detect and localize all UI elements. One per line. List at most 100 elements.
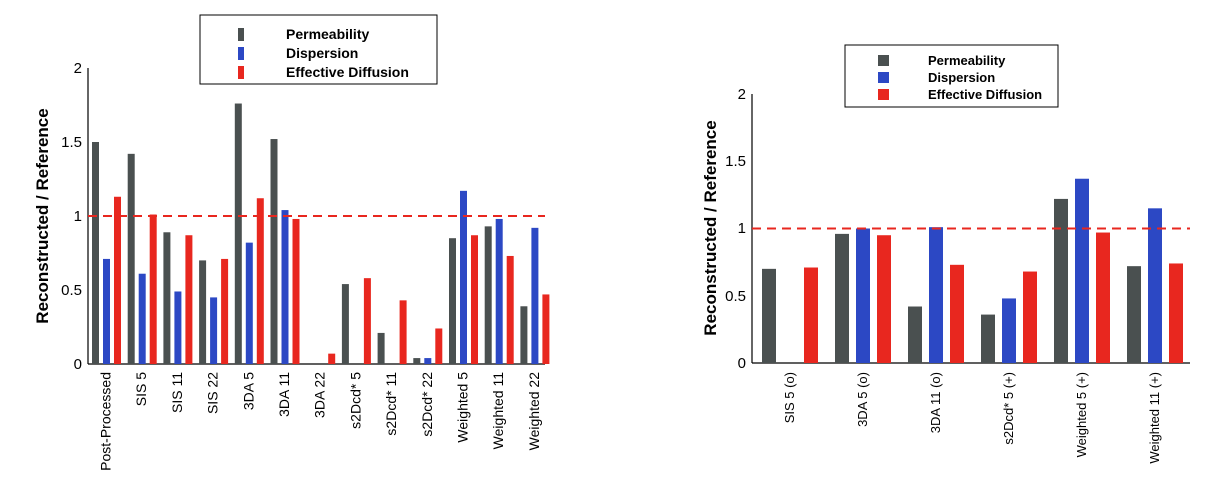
category-label: 3DA 5 xyxy=(240,372,256,410)
category-label: Weighted 5 xyxy=(455,372,471,443)
bar-permeability xyxy=(1127,266,1141,363)
bar-effective-diffusion xyxy=(292,218,300,364)
bar-effective-diffusion xyxy=(1169,263,1183,363)
bar-effective-diffusion xyxy=(149,214,157,364)
bar-permeability xyxy=(377,332,385,364)
left-legend-swatch-effective-diffusion xyxy=(238,66,244,79)
bar-dispersion xyxy=(103,258,110,364)
left-y-tick-label: 1.5 xyxy=(61,134,82,151)
category-label: Weighted 5 (+) xyxy=(1074,372,1089,457)
bar-effective-diffusion xyxy=(185,235,193,364)
category-label: 3DA 11 xyxy=(276,372,292,417)
left-bars xyxy=(92,103,550,365)
right-y-tick-label: 1 xyxy=(738,220,746,237)
bar-effective-diffusion xyxy=(114,196,121,364)
bar-dispersion xyxy=(531,227,539,364)
bar-permeability xyxy=(520,306,528,364)
left-category-labels: Post-Processed SIS 5 SIS 11 SIS 22 3DA 5 3DA … xyxy=(98,372,542,471)
bar-dispersion xyxy=(174,291,182,364)
left-y-tick-label: 0 xyxy=(74,356,82,373)
right-legend-label-effective-diffusion: Effective Diffusion xyxy=(928,87,1042,102)
category-label: s2Dcd* 11 xyxy=(383,372,399,436)
left-legend-swatch-permeability xyxy=(238,28,244,41)
bar-effective-diffusion xyxy=(399,300,407,364)
bar-dispersion xyxy=(856,228,870,363)
right-bars xyxy=(762,178,1183,363)
bar-dispersion xyxy=(281,210,289,364)
bar-dispersion xyxy=(424,358,432,364)
left-y-tick-label: 1 xyxy=(74,208,82,225)
category-label: 3DA 22 xyxy=(312,372,328,418)
right-legend-label-permeability: Permeability xyxy=(928,53,1006,68)
bar-dispersion xyxy=(1148,208,1162,363)
bar-permeability xyxy=(835,233,849,363)
right-legend: Permeability Dispersion Effective Diffus… xyxy=(844,44,1059,108)
bar-permeability xyxy=(413,358,421,364)
category-label: s2Dcd* 5 xyxy=(347,372,363,429)
bar-dispersion xyxy=(929,227,943,363)
left-legend-label-effective-diffusion: Effective Diffusion xyxy=(286,64,409,80)
right-y-tick-label: 1.5 xyxy=(725,153,746,170)
left-y-tick-label: 0.5 xyxy=(61,282,82,299)
bar-dispersion xyxy=(138,273,146,364)
category-label: Weighted 22 xyxy=(526,372,542,451)
bar-permeability xyxy=(234,103,242,365)
left-y-tick-label: 2 xyxy=(74,60,82,77)
bar-permeability xyxy=(762,268,776,363)
bar-dispersion xyxy=(210,297,218,364)
bar-permeability xyxy=(270,139,278,364)
bar-permeability xyxy=(908,306,922,363)
bar-effective-diffusion xyxy=(506,255,514,364)
bar-effective-diffusion xyxy=(877,235,891,363)
category-label: SIS 11 xyxy=(169,372,185,413)
bar-permeability xyxy=(981,314,995,363)
bar-permeability xyxy=(199,260,207,364)
right-y-tick-label: 2 xyxy=(738,86,746,103)
bar-permeability xyxy=(484,226,492,364)
category-label: 3DA 5 (o) xyxy=(855,372,870,427)
left-legend: Permeability Dispersion Effective Diffus… xyxy=(199,14,438,85)
right-category-labels: SIS 5 (o) 3DA 5 (o) 3DA 11 (o) s2Dcd* 5 (+)… xyxy=(782,372,1162,464)
bar-effective-diffusion xyxy=(1023,271,1037,363)
right-legend-swatch-dispersion xyxy=(878,72,889,83)
right-y-tick-label: 0 xyxy=(738,355,746,372)
bar-dispersion xyxy=(245,242,253,364)
chart-left: Reconstructed / Reference 0 0.5 1 1.5 2 … xyxy=(33,14,550,471)
bar-permeability xyxy=(163,232,171,364)
right-y-tick-label: 0.5 xyxy=(725,288,746,305)
category-label: Weighted 11 (+) xyxy=(1147,372,1162,464)
right-legend-swatch-permeability xyxy=(878,55,889,66)
bar-effective-diffusion xyxy=(435,328,443,364)
right-legend-label-dispersion: Dispersion xyxy=(928,70,995,85)
bar-effective-diffusion xyxy=(1096,232,1110,363)
bar-effective-diffusion xyxy=(328,353,336,364)
bar-permeability xyxy=(1054,198,1068,363)
category-label: Post-Processed xyxy=(98,372,114,471)
category-label: SIS 5 (o) xyxy=(782,372,797,423)
chart-right: Reconstructed / Reference 0 0.5 1 1.5 2 … xyxy=(701,44,1190,464)
category-label: Weighted 11 xyxy=(490,372,506,450)
category-label: SIS 22 xyxy=(205,372,221,414)
bar-dispersion xyxy=(1075,178,1089,363)
left-legend-label-dispersion: Dispersion xyxy=(286,45,358,61)
category-label: s2Dcd* 5 (+) xyxy=(1001,372,1016,445)
bar-effective-diffusion xyxy=(471,235,478,364)
right-y-axis-label: Reconstructed / Reference xyxy=(701,120,720,335)
right-legend-swatch-effective-diffusion xyxy=(878,89,889,100)
bar-dispersion xyxy=(495,218,503,364)
bar-effective-diffusion xyxy=(221,258,229,364)
bar-permeability xyxy=(449,238,456,364)
bar-effective-diffusion xyxy=(256,198,264,364)
category-label: 3DA 11 (o) xyxy=(928,372,943,433)
bar-dispersion xyxy=(460,190,467,364)
bar-permeability xyxy=(341,284,349,364)
bar-effective-diffusion xyxy=(542,294,550,364)
bar-permeability xyxy=(92,142,99,364)
bar-permeability xyxy=(127,153,135,364)
left-legend-label-permeability: Permeability xyxy=(286,26,369,42)
left-y-axis-label: Reconstructed / Reference xyxy=(33,108,52,323)
category-label: SIS 5 xyxy=(133,372,149,406)
category-label: s2Dcd* 22 xyxy=(419,372,435,437)
bar-effective-diffusion xyxy=(363,278,371,364)
bar-dispersion xyxy=(1002,298,1016,363)
